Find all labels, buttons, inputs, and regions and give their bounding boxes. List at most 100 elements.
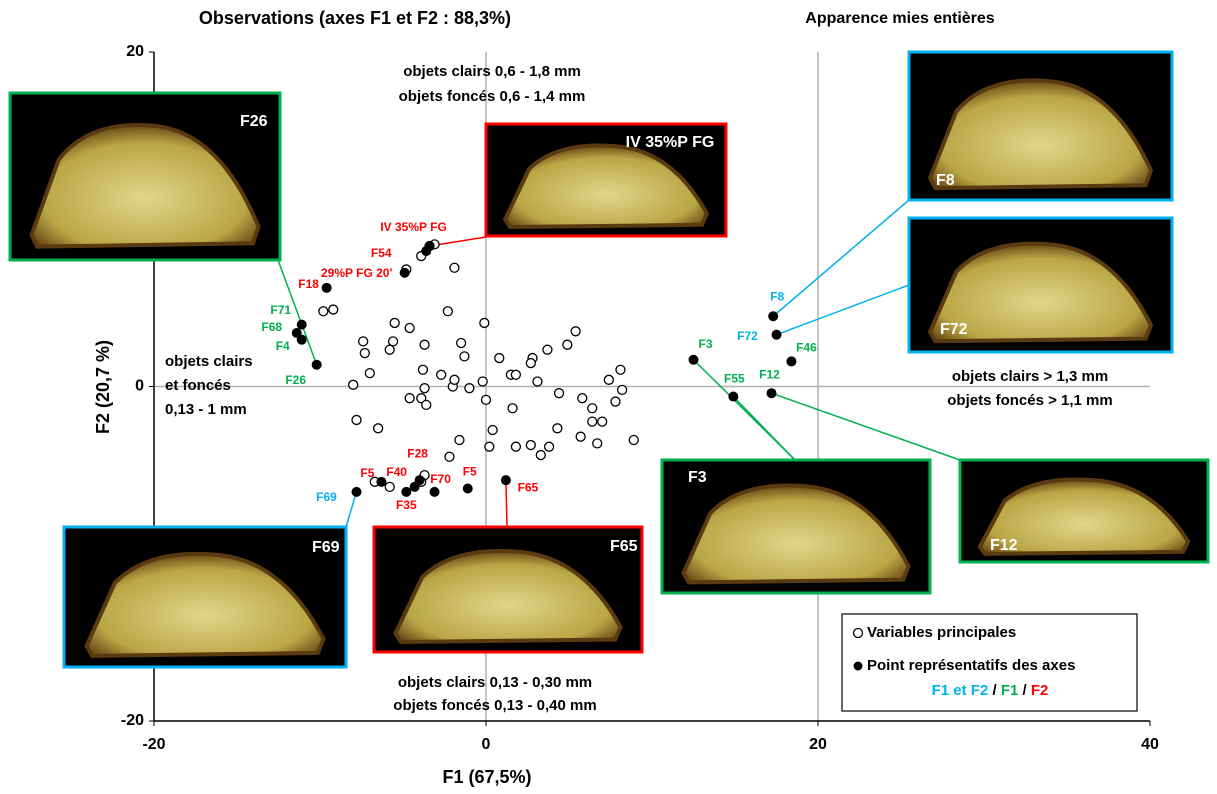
annotation: objets clairs (165, 353, 253, 370)
point-label: F46 (796, 341, 817, 355)
photo-label: F8 (936, 172, 955, 189)
annotation: objets clairs 0,13 - 0,30 mm (398, 674, 592, 691)
point-label: F4 (276, 339, 290, 353)
open-point (562, 339, 573, 350)
open-point (459, 351, 470, 362)
point-label: F70 (430, 472, 451, 486)
open-point (404, 322, 415, 334)
photo-label: F72 (940, 321, 968, 338)
point-label: F35 (396, 498, 417, 512)
point-label: F5 (463, 465, 477, 479)
connector (772, 199, 910, 317)
open-point (487, 424, 498, 436)
representative-point (399, 267, 410, 278)
legend-note-part: F2 (1031, 682, 1049, 699)
representative-point (500, 475, 511, 486)
point-label: F69 (316, 490, 337, 504)
chart-title: Observations (axes F1 et F2 : 88,3%) (199, 8, 511, 28)
x-tick-label: -20 (142, 736, 165, 753)
open-point (384, 481, 395, 493)
legend-label: Point représentatifs des axes (867, 657, 1075, 674)
chart-subtitle: Apparence mies entières (805, 10, 995, 27)
representative-point (786, 356, 797, 367)
photo-label: F26 (240, 113, 268, 130)
point-label: F40 (386, 465, 407, 479)
representative-point (296, 334, 307, 345)
representative-point (424, 241, 435, 252)
open-point (553, 388, 565, 399)
open-point (372, 423, 384, 434)
open-point (404, 393, 415, 404)
open-point (449, 374, 460, 385)
open-point (444, 451, 455, 462)
open-point (587, 416, 598, 427)
open-point (417, 364, 429, 375)
open-point (577, 393, 588, 404)
open-point (542, 344, 553, 355)
open-point (389, 317, 400, 329)
point-label: F3 (698, 337, 712, 351)
open-point (480, 394, 492, 406)
point-label: F28 (407, 446, 428, 460)
legend-note-part: F1 (1001, 682, 1019, 699)
legend-note-part: F1 et F2 (932, 682, 989, 699)
point-label: F65 (518, 480, 539, 494)
connector (505, 480, 508, 528)
open-point (532, 376, 543, 387)
bread-slice (927, 241, 1154, 344)
point-label: F5 (360, 466, 374, 480)
x-tick-label: 20 (809, 736, 827, 753)
point-label: 29%P FG 20' (321, 266, 392, 280)
representative-point (728, 391, 739, 402)
annotation: et foncés (165, 377, 231, 394)
open-point (570, 326, 581, 337)
open-point (464, 383, 475, 394)
annotation: objets foncés > 1,1 mm (947, 392, 1112, 409)
annotation: objets foncés 0,6 - 1,4 mm (399, 88, 586, 105)
annotation: 0,13 - 1 mm (165, 401, 247, 418)
y-tick-label: -20 (121, 712, 144, 729)
point-label: F68 (261, 320, 282, 334)
photo-label: F69 (312, 539, 340, 556)
open-point (616, 384, 628, 395)
representative-point (311, 359, 322, 370)
open-point (597, 416, 608, 427)
open-point (592, 438, 603, 449)
representative-point (766, 388, 777, 399)
point-label: F26 (285, 373, 306, 387)
open-point (449, 262, 460, 273)
open-point (348, 379, 359, 390)
representative-point (771, 329, 782, 340)
bread-slice (927, 78, 1154, 191)
open-point (419, 383, 430, 394)
point-label: F55 (724, 372, 745, 386)
representative-point (462, 483, 473, 494)
point-label: F12 (759, 367, 780, 381)
connector (732, 396, 796, 461)
bread-slice (977, 477, 1191, 556)
y-axis-title: F2 (20,7 %) (93, 340, 113, 434)
representative-point (401, 486, 412, 497)
legend-note-part: / (988, 682, 1001, 699)
open-point (543, 441, 555, 452)
open-point (603, 374, 614, 385)
representative-point (351, 486, 362, 497)
open-point (510, 441, 522, 452)
open-point (454, 434, 465, 446)
open-point (358, 336, 369, 347)
representative-point (768, 311, 779, 322)
open-point (455, 337, 467, 349)
bread-slice (29, 123, 261, 249)
x-tick-label: 40 (1141, 736, 1159, 753)
x-axis-title: F1 (67,5%) (442, 767, 531, 787)
legend-note-part: / (1018, 682, 1031, 699)
open-point (318, 306, 329, 317)
open-point (510, 369, 522, 380)
annotation: objets clairs 0,6 - 1,8 mm (403, 63, 581, 80)
annotation: objets foncés 0,13 - 0,40 mm (393, 697, 596, 714)
representative-point (429, 486, 440, 497)
bread-slice (502, 143, 710, 230)
photo-label: IV 35%P FG (626, 134, 715, 151)
legend-label: Variables principales (867, 624, 1016, 641)
open-point (535, 449, 546, 461)
